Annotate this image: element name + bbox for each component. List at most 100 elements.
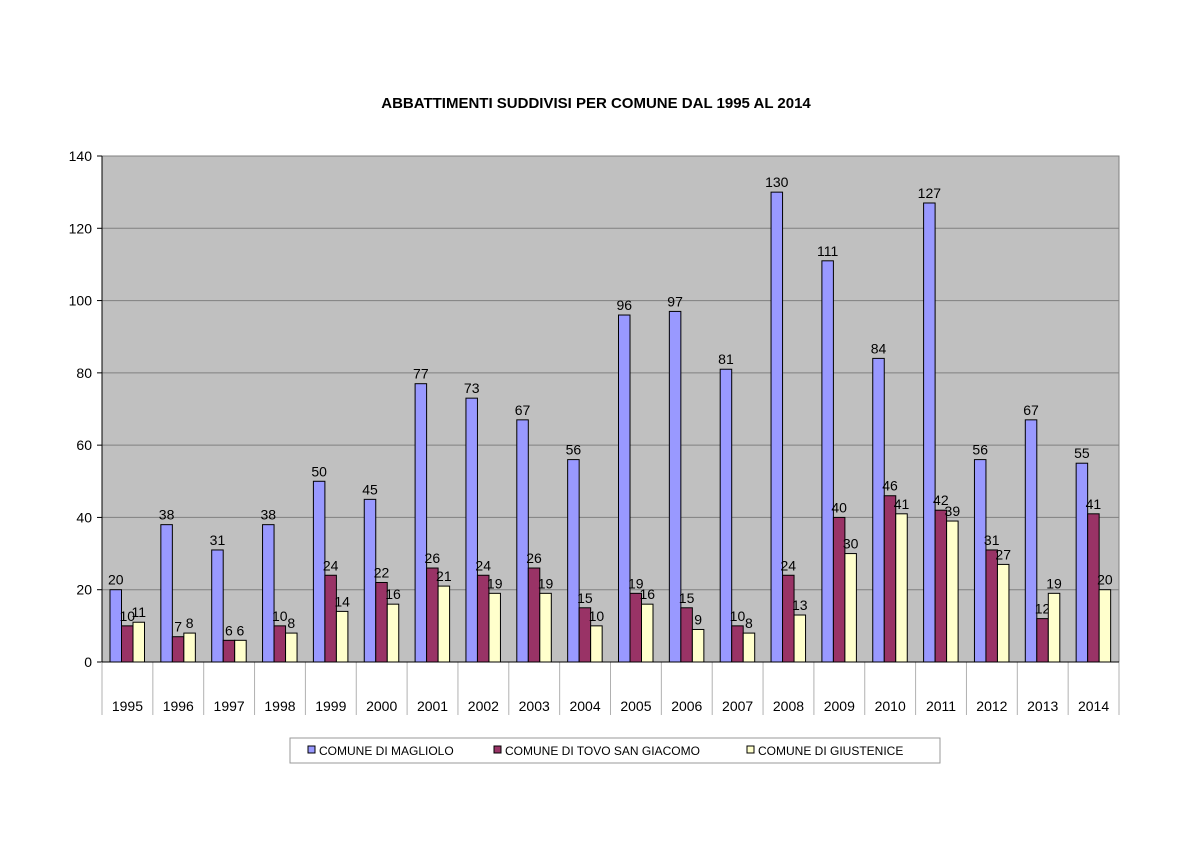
bar [668, 310, 682, 663]
bar [363, 498, 377, 663]
data-label: 81 [718, 351, 734, 367]
bar [1087, 513, 1100, 663]
bar [719, 368, 733, 663]
data-label: 41 [894, 496, 910, 512]
data-label: 10 [119, 608, 135, 624]
data-label: 56 [972, 442, 988, 458]
y-tick-label: 20 [76, 582, 92, 598]
bar [222, 639, 236, 663]
y-tick-label: 40 [76, 509, 92, 525]
bar [324, 574, 337, 663]
data-label: 8 [186, 615, 194, 631]
y-tick-label: 120 [69, 220, 93, 236]
data-label: 67 [515, 402, 531, 418]
bar [895, 513, 908, 663]
bar [171, 636, 185, 663]
data-label: 9 [694, 611, 702, 627]
bar [414, 383, 428, 663]
bar [731, 625, 744, 663]
data-label: 24 [323, 557, 339, 573]
bar [211, 549, 224, 663]
data-label: 22 [374, 564, 390, 580]
bar [234, 639, 247, 663]
data-label: 39 [945, 503, 961, 519]
bar [1047, 592, 1061, 663]
x-tick-label: 2012 [976, 698, 1007, 714]
bar [437, 585, 451, 663]
data-label: 55 [1074, 445, 1090, 461]
x-tick-label: 1998 [264, 698, 295, 714]
legend-label: COMUNE DI TOVO SAN GIACOMO [505, 744, 700, 758]
data-label: 19 [628, 575, 644, 591]
data-label: 19 [1046, 575, 1062, 591]
bar [335, 610, 349, 663]
bar [109, 589, 122, 663]
data-label: 38 [159, 507, 175, 523]
data-label: 16 [385, 586, 401, 602]
data-label: 15 [577, 590, 593, 606]
data-label: 130 [765, 174, 789, 190]
bar [946, 520, 959, 663]
x-tick-label: 2014 [1078, 698, 1109, 714]
data-label: 15 [679, 590, 695, 606]
legend-swatch [307, 745, 316, 754]
bar [872, 357, 885, 663]
x-tick-label: 2001 [417, 698, 448, 714]
legend-label: COMUNE DI GIUSTENICE [758, 744, 903, 758]
data-label: 97 [667, 293, 683, 309]
data-label: 45 [362, 481, 378, 497]
x-tick-label: 2010 [875, 698, 906, 714]
x-tick-label: 2009 [824, 698, 855, 714]
data-label: 46 [882, 478, 898, 494]
data-label: 8 [745, 615, 753, 631]
data-label: 40 [831, 499, 847, 515]
bar [996, 563, 1010, 663]
data-label: 77 [413, 366, 429, 382]
bar [183, 632, 196, 663]
bar [262, 524, 275, 663]
data-label: 20 [1097, 572, 1113, 588]
bar [273, 625, 287, 663]
data-label: 10 [589, 608, 605, 624]
bar [516, 419, 529, 663]
data-label: 26 [526, 550, 542, 566]
bar [1075, 462, 1089, 663]
bar [1024, 419, 1038, 663]
bar [680, 607, 693, 663]
data-label: 12 [1035, 601, 1051, 617]
y-tick-label: 60 [76, 437, 92, 453]
x-tick-label: 2006 [671, 698, 702, 714]
x-tick-label: 2002 [468, 698, 499, 714]
bar [844, 553, 857, 663]
legend-box [289, 737, 941, 764]
x-tick-label: 1995 [112, 698, 143, 714]
bar [285, 632, 298, 663]
bar [985, 549, 998, 663]
data-label: 111 [817, 243, 838, 259]
x-tick-label: 2004 [569, 698, 600, 714]
data-label: 11 [131, 604, 146, 620]
y-tick-label: 0 [84, 654, 92, 670]
x-tick-label: 2003 [519, 698, 550, 714]
bar [1036, 618, 1049, 663]
data-label: 26 [425, 550, 441, 566]
bar [629, 592, 642, 663]
legend: COMUNE DI MAGLIOLO COMUNE DI TOVO SAN GIA… [289, 737, 941, 764]
data-label: 20 [108, 572, 124, 588]
data-label: 19 [487, 575, 503, 591]
y-tick-label: 80 [76, 365, 92, 381]
data-label: 30 [843, 536, 859, 552]
y-tick-label: 140 [69, 148, 93, 164]
data-label: 24 [781, 557, 797, 573]
x-tick-label: 1997 [214, 698, 245, 714]
chart-title: ABBATTIMENTI SUDDIVISI PER COMUNE DAL 19… [381, 95, 811, 112]
bar [934, 509, 948, 663]
data-label: 67 [1023, 402, 1039, 418]
data-label: 14 [334, 593, 350, 609]
data-label: 56 [566, 442, 582, 458]
x-tick-label: 1996 [163, 698, 194, 714]
data-label: 127 [918, 185, 942, 201]
